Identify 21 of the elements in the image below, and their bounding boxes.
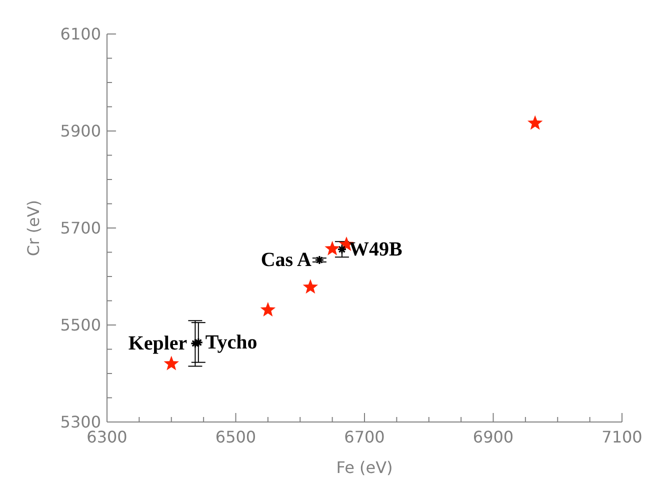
point: [337, 244, 347, 254]
y-tick-label: 5700: [60, 218, 101, 238]
point: [164, 356, 179, 370]
annotation: W49B: [348, 238, 402, 260]
y-tick-label: 6100: [60, 24, 101, 44]
x-tick-label: 7100: [602, 428, 642, 446]
y-tick-label: 5900: [60, 122, 101, 140]
point: [302, 279, 318, 294]
y-tick-label: 5500: [60, 316, 101, 334]
annotation: Kepler: [128, 332, 188, 354]
y-axis-title: Cr (eV): [24, 200, 42, 256]
annotation: Tycho: [205, 331, 258, 354]
x-tick-label: 6900: [472, 428, 514, 446]
point: [527, 115, 543, 130]
annotation: Cas A: [260, 249, 312, 272]
x-tick-label: 6500: [215, 428, 256, 446]
point: [260, 302, 276, 316]
point: [314, 255, 324, 265]
point: [324, 240, 340, 256]
x-tick-label: 6700: [344, 428, 385, 446]
x-axis-title: Fe (eV): [336, 458, 393, 476]
